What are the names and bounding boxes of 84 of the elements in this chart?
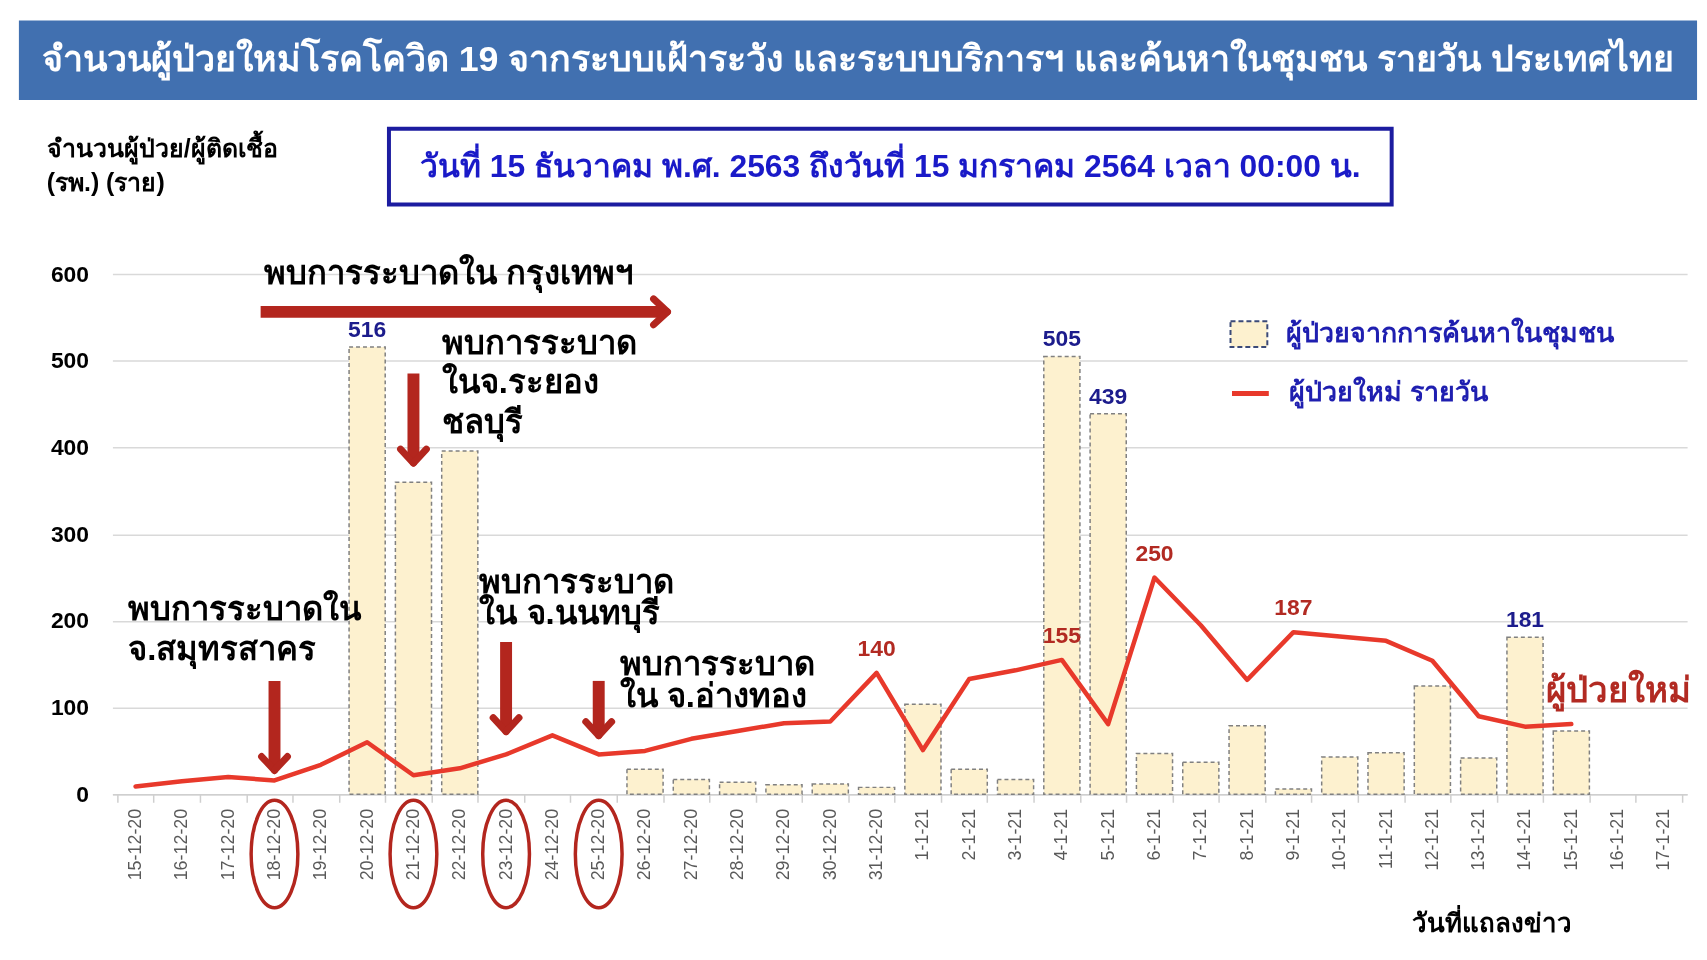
x-tick-label: 4-1-21 [1051,808,1072,861]
y-tick-label: 600 [50,260,90,287]
bar [718,781,757,796]
bar [765,784,803,796]
x-tick-label: 12-1-21 [1421,808,1442,871]
bar [440,450,479,796]
data-label: 187 [1274,594,1313,621]
x-tick-label: 5-1-21 [1097,808,1118,861]
annotation: ผู้ป่วยใหม่ [1546,669,1692,713]
x-tick-label: 31-12-20 [866,808,887,881]
x-tick-label: 8-1-21 [1236,808,1257,861]
x-tick-label: 22-12-20 [449,808,470,881]
x-tick-label: 18-12-20 [263,808,284,881]
x-tick-label: 29-12-20 [773,808,794,881]
bar [1181,761,1220,796]
x-tick-label: 20-12-20 [356,808,377,881]
bar [1413,685,1452,796]
annotation: พบการระบาดใน กรุงเทพฯ [263,253,633,294]
x-tick-label: 25-12-20 [588,808,609,881]
data-label: 250 [1135,539,1174,566]
x-tick-label: 17-12-20 [217,808,238,881]
y-axis-title: จำนวนผู้ป่วย/ผู้ติดเชื้อ (รพ.) (ราย) [46,129,278,197]
x-tick-label: 16-1-21 [1607,808,1628,871]
bar [1459,757,1498,796]
y-tick-label: 100 [50,694,90,721]
x-tick-label: 7-1-21 [1190,808,1211,861]
annotation: พบการระบาด ใน จ.นนทบุรี [479,563,675,635]
bar [1552,730,1591,796]
bar [1506,636,1544,796]
x-tick-label: 1-1-21 [912,808,933,861]
bar [672,778,711,796]
y-tick-label: 500 [50,347,90,374]
data-label: 155 [1042,622,1082,648]
bar [1089,412,1127,796]
bar [626,768,664,796]
x-tick-label: 28-12-20 [727,808,748,881]
bar [1228,725,1266,796]
x-tick-label: 23-12-20 [495,808,516,881]
annotation: พบการระบาดใน จ.สมุทรสาคร [128,589,363,671]
x-tick-label: 16-12-20 [171,808,192,881]
x-axis-title: วันที่แถลงข่าว [1411,905,1572,938]
bar [394,481,433,796]
x-tick-label: 3-1-21 [1005,808,1026,861]
bar [1320,756,1359,796]
legend-label: ผู้ป่วยใหม่ รายวัน [1289,376,1489,410]
bar [1043,355,1081,796]
bar [857,786,896,796]
x-tick-label: 19-12-20 [310,808,331,881]
y-tick-label: 200 [50,607,90,634]
data-label: 181 [1505,606,1545,633]
chart-subtitle: วันที่ 15 ธันวาคม พ.ศ. 2563 ถึงวันที่ 15 มกราคม 2564 เวลา 00:00 น. [419,142,1361,184]
annotation: พบการระบาด ใน จ.อ่างทอง [619,644,815,714]
data-label: 439 [1089,382,1128,409]
x-tick-label: 27-12-20 [680,808,701,881]
bar [1274,788,1313,796]
x-tick-label: 11-1-21 [1375,808,1396,870]
x-tick-label: 30-12-20 [819,808,840,881]
bar [1135,752,1174,796]
data-label: 140 [857,635,896,661]
x-tick-label: 9-1-21 [1282,808,1303,861]
x-tick-label: 13-1-21 [1468,808,1489,871]
chart-title: จำนวนผู้ป่วยใหม่โรคโควิด 19 จากระบบเฝ้าระวัง และระบบบริการฯ และค้นหาในชุมชน รายวัน ประเทศไทย [41,37,1675,82]
x-tick-label: 14-1-21 [1514,808,1535,871]
bar [811,783,850,796]
x-tick-label: 6-1-21 [1143,808,1164,861]
x-tick-label: 21-12-20 [402,808,423,881]
y-tick-label: 0 [76,780,90,807]
legend-label: ผู้ป่วยจากการค้นหาในชุมชน [1286,317,1616,351]
y-tick-label: 400 [50,433,90,460]
bar [996,778,1035,796]
x-tick-label: 24-12-20 [541,808,562,881]
x-tick-label: 15-1-21 [1560,808,1581,871]
x-tick-label: 2-1-21 [958,808,979,861]
annotation: พบการระบาด ในจ.ระยอง ชลบุรี [441,323,637,444]
x-tick-label: 17-1-21 [1653,808,1674,871]
bar [950,768,989,796]
x-tick-label: 15-12-20 [125,808,146,881]
x-tick-label: 26-12-20 [634,808,655,881]
data-label: 516 [348,315,387,342]
data-label: 505 [1042,325,1082,352]
y-tick-label: 300 [50,520,90,547]
x-tick-label: 10-1-21 [1329,808,1350,871]
bar [904,703,942,796]
bar [1367,751,1405,796]
